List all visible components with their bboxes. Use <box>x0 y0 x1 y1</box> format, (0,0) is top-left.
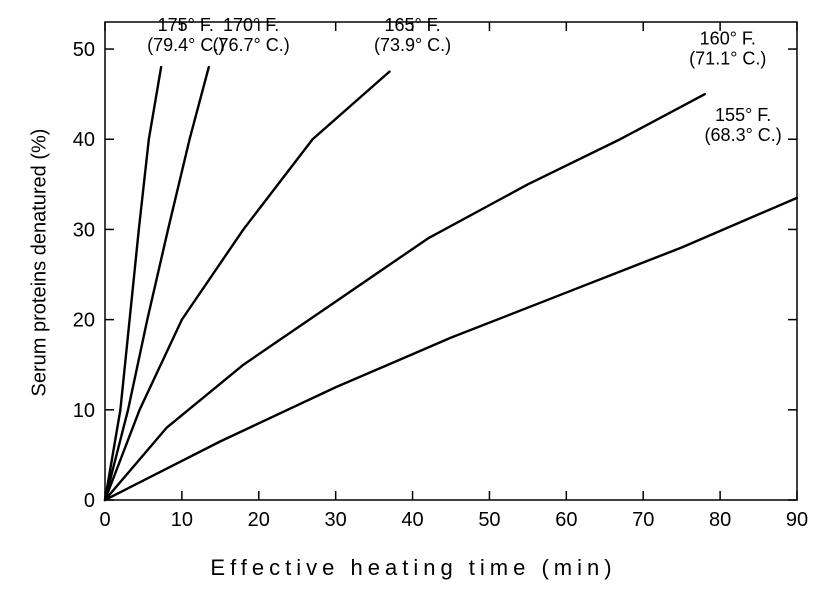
series-label-175F: 175° F. <box>158 15 214 35</box>
x-tick-label: 10 <box>171 509 193 531</box>
series-label-170F: 170° F. <box>223 15 279 35</box>
series-line-170F <box>105 67 209 500</box>
series-label-sub-165F: (73.9° C.) <box>374 35 451 55</box>
y-tick-label: 30 <box>73 219 95 241</box>
x-axis-title: Effective heating time (min) <box>0 555 827 581</box>
series-label-sub-170F: (76.7° C.) <box>212 35 289 55</box>
y-tick-label: 50 <box>73 39 95 61</box>
series-label-sub-155F: (68.3° C.) <box>705 125 782 145</box>
chart-container: 010203040506070809001020304050175° F.(79… <box>0 0 827 601</box>
series-label-160F: 160° F. <box>700 29 756 49</box>
x-tick-label: 90 <box>786 509 808 531</box>
x-tick-label: 50 <box>478 509 500 531</box>
series-label-165F: 165° F. <box>384 15 440 35</box>
series-label-155F: 155° F. <box>715 105 771 125</box>
y-axis-title: Serum proteins denatured (%) <box>29 113 52 413</box>
x-tick-label: 60 <box>555 509 577 531</box>
x-tick-label: 0 <box>99 509 110 531</box>
series-line-165F <box>105 72 389 500</box>
series-line-155F <box>105 198 797 500</box>
y-tick-label: 0 <box>84 490 95 512</box>
series-label-sub-160F: (71.1° C.) <box>689 49 766 69</box>
x-tick-label: 40 <box>401 509 423 531</box>
y-tick-label: 20 <box>73 310 95 332</box>
x-tick-label: 30 <box>325 509 347 531</box>
x-tick-label: 20 <box>248 509 270 531</box>
line-chart: 010203040506070809001020304050175° F.(79… <box>0 0 827 601</box>
series-line-160F <box>105 94 705 500</box>
y-tick-label: 40 <box>73 129 95 151</box>
x-tick-label: 80 <box>709 509 731 531</box>
series-line-175F <box>105 67 161 500</box>
x-tick-label: 70 <box>632 509 654 531</box>
y-tick-label: 10 <box>73 400 95 422</box>
